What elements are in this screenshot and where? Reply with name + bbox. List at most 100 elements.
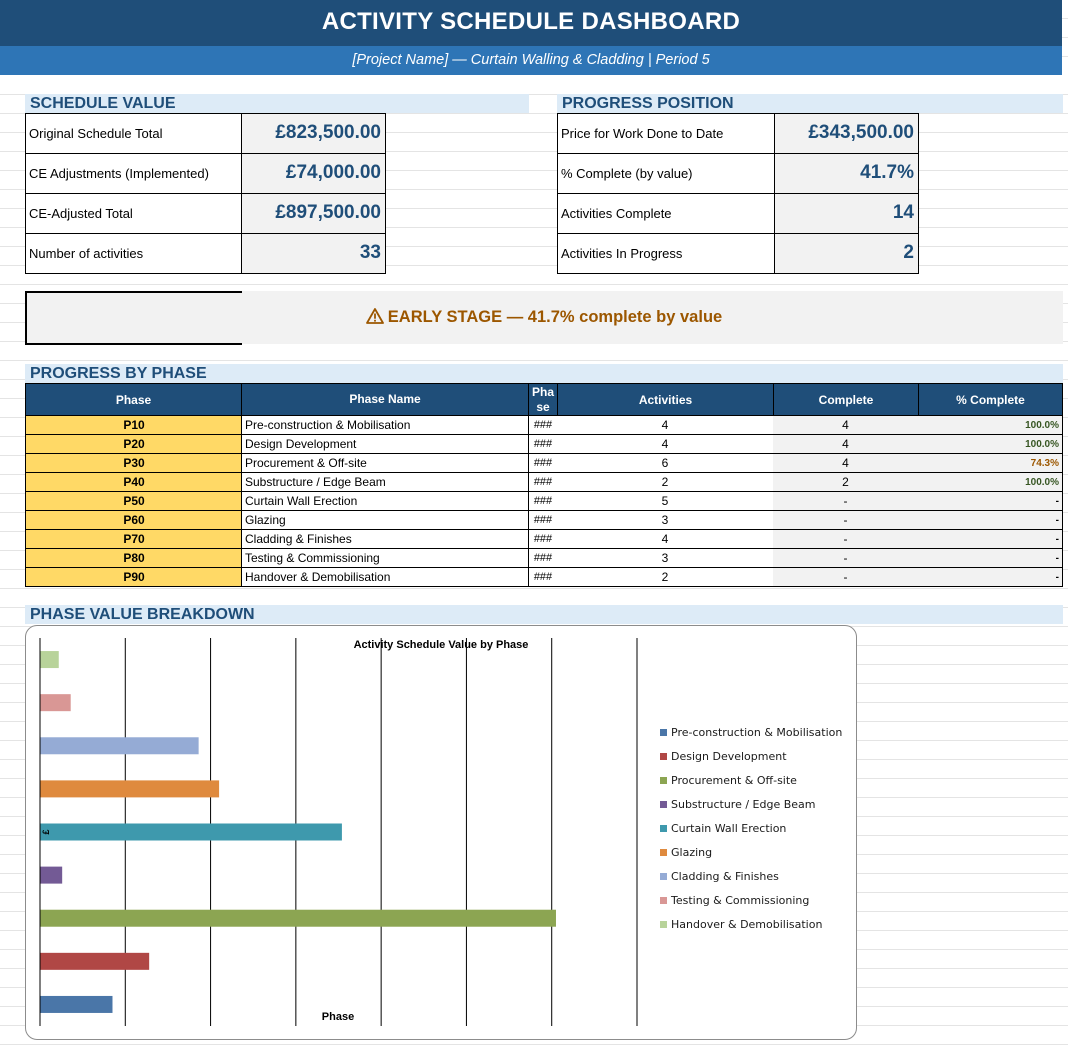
x-axis-label: Phase bbox=[322, 1011, 354, 1023]
phase-overflow-cell[interactable]: ### bbox=[528, 473, 558, 492]
pct-complete-cell[interactable]: - bbox=[918, 568, 1063, 587]
complete-cell[interactable]: - bbox=[773, 549, 919, 568]
kpi-label[interactable]: Activities Complete bbox=[557, 193, 775, 234]
schedule-value-heading: SCHEDULE VALUE bbox=[25, 94, 529, 113]
phase-name-cell[interactable]: Substructure / Edge Beam bbox=[241, 473, 529, 492]
page-title: ACTIVITY SCHEDULE DASHBOARD bbox=[0, 0, 1062, 46]
pct-complete-cell[interactable]: - bbox=[918, 530, 1063, 549]
kpi-label[interactable]: Original Schedule Total bbox=[25, 113, 242, 154]
phase-overflow-cell[interactable]: ### bbox=[528, 530, 558, 549]
col-header-activities[interactable]: Activities bbox=[557, 383, 774, 416]
activities-cell[interactable]: 6 bbox=[557, 454, 774, 473]
phase-overflow-cell[interactable]: ### bbox=[528, 416, 558, 435]
activities-cell[interactable]: 2 bbox=[557, 473, 774, 492]
complete-cell[interactable]: - bbox=[773, 511, 919, 530]
complete-cell[interactable]: - bbox=[773, 530, 919, 549]
phase-code-cell[interactable]: P70 bbox=[25, 530, 242, 549]
legend-entry: Pre-construction & Mobilisation bbox=[671, 726, 842, 739]
phase-code-cell[interactable]: P20 bbox=[25, 435, 242, 454]
activities-cell[interactable]: 4 bbox=[557, 416, 774, 435]
phase-overflow-cell[interactable]: ### bbox=[528, 568, 558, 587]
chart-bar[interactable] bbox=[40, 823, 342, 841]
phase-name-cell[interactable]: Glazing bbox=[241, 511, 529, 530]
activities-cell[interactable]: 5 bbox=[557, 492, 774, 511]
pct-complete-cell[interactable]: - bbox=[918, 511, 1063, 530]
pct-complete-cell[interactable]: 100.0% bbox=[918, 435, 1063, 454]
pct-complete-cell[interactable]: - bbox=[918, 549, 1063, 568]
phase-code-cell[interactable]: P90 bbox=[25, 568, 242, 587]
complete-cell[interactable]: 2 bbox=[773, 473, 919, 492]
kpi-value[interactable]: 14 bbox=[774, 193, 919, 234]
col-header-complete[interactable]: Complete bbox=[773, 383, 919, 416]
kpi-label[interactable]: CE Adjustments (Implemented) bbox=[25, 153, 242, 194]
activities-cell[interactable]: 3 bbox=[557, 549, 774, 568]
y-axis-label: £ bbox=[41, 829, 51, 834]
kpi-label[interactable]: CE-Adjusted Total bbox=[25, 193, 242, 234]
pct-complete-cell[interactable]: 100.0% bbox=[918, 473, 1063, 492]
phase-code-cell[interactable]: P60 bbox=[25, 511, 242, 530]
phase-name-cell[interactable]: Testing & Commissioning bbox=[241, 549, 529, 568]
phase-name-cell[interactable]: Curtain Wall Erection bbox=[241, 492, 529, 511]
phase-value-chart[interactable]: Activity Schedule Value by Phase Phase £… bbox=[25, 625, 857, 1040]
col-header-phase[interactable]: Phase bbox=[25, 383, 242, 416]
kpi-value[interactable]: 33 bbox=[241, 233, 386, 274]
chart-bar[interactable] bbox=[40, 909, 556, 927]
kpi-value[interactable]: £823,500.00 bbox=[241, 113, 386, 154]
kpi-value[interactable]: 41.7% bbox=[774, 153, 919, 194]
phase-overflow-cell[interactable]: ### bbox=[528, 492, 558, 511]
chart-bar[interactable] bbox=[40, 866, 63, 884]
complete-cell[interactable]: - bbox=[773, 492, 919, 511]
table-row: P80 Testing & Commissioning ### 3- - bbox=[25, 549, 1063, 568]
pct-complete-cell[interactable]: 74.3% bbox=[918, 454, 1063, 473]
activities-cell[interactable]: 2 bbox=[557, 568, 774, 587]
phase-name-cell[interactable]: Procurement & Off-site bbox=[241, 454, 529, 473]
phase-name-cell[interactable]: Design Development bbox=[241, 435, 529, 454]
phase-overflow-cell[interactable]: ### bbox=[528, 454, 558, 473]
pct-complete-cell[interactable]: - bbox=[918, 492, 1063, 511]
chart-bar[interactable] bbox=[40, 780, 220, 798]
col-header-phase-narrow[interactable]: Pha se bbox=[528, 383, 558, 416]
kpi-label[interactable]: % Complete (by value) bbox=[557, 153, 775, 194]
col-header-pct-complete[interactable]: % Complete bbox=[918, 383, 1063, 416]
legend-swatch bbox=[660, 729, 667, 736]
kpi-label[interactable]: Activities In Progress bbox=[557, 233, 775, 274]
phase-overflow-cell[interactable]: ### bbox=[528, 435, 558, 454]
kpi-value[interactable]: £343,500.00 bbox=[774, 113, 919, 154]
chart-bar[interactable] bbox=[40, 651, 59, 669]
kpi-label[interactable]: Price for Work Done to Date bbox=[557, 113, 775, 154]
kpi-value[interactable]: £897,500.00 bbox=[241, 193, 386, 234]
chart-bar[interactable] bbox=[40, 694, 71, 712]
kpi-label[interactable]: Number of activities bbox=[25, 233, 242, 274]
legend-entry: Testing & Commissioning bbox=[670, 894, 809, 907]
phase-code-cell[interactable]: P40 bbox=[25, 473, 242, 492]
complete-cell[interactable]: 4 bbox=[773, 416, 919, 435]
activities-cell[interactable]: 4 bbox=[557, 435, 774, 454]
col-header-phase-name[interactable]: Phase Name bbox=[241, 383, 529, 416]
kpi-value[interactable]: 2 bbox=[774, 233, 919, 274]
phase-code-cell[interactable]: P50 bbox=[25, 492, 242, 511]
chart-bar[interactable] bbox=[40, 995, 113, 1013]
complete-cell[interactable]: 4 bbox=[773, 454, 919, 473]
activities-cell[interactable]: 3 bbox=[557, 511, 774, 530]
chart-bars bbox=[40, 651, 556, 1013]
phase-code-cell[interactable]: P30 bbox=[25, 454, 242, 473]
phase-overflow-cell[interactable]: ### bbox=[528, 549, 558, 568]
phase-code-cell[interactable]: P10 bbox=[25, 416, 242, 435]
table-row: P70 Cladding & Finishes ### 4- - bbox=[25, 530, 1063, 549]
phase-overflow-cell[interactable]: ### bbox=[528, 511, 558, 530]
phase-code-cell[interactable]: P80 bbox=[25, 549, 242, 568]
phase-name-cell[interactable]: Pre-construction & Mobilisation bbox=[241, 416, 529, 435]
chart-bar[interactable] bbox=[40, 952, 150, 970]
legend-swatch bbox=[660, 777, 667, 784]
complete-cell[interactable]: - bbox=[773, 568, 919, 587]
chart-bar[interactable] bbox=[40, 737, 199, 755]
pct-complete-cell[interactable]: 100.0% bbox=[918, 416, 1063, 435]
phase-name-cell[interactable]: Handover & Demobilisation bbox=[241, 568, 529, 587]
phase-name-cell[interactable]: Cladding & Finishes bbox=[241, 530, 529, 549]
status-banner-text[interactable]: EARLY STAGE — 41.7% complete by value bbox=[242, 291, 846, 344]
activities-cell[interactable]: 4 bbox=[557, 530, 774, 549]
legend-swatch bbox=[660, 849, 667, 856]
legend-swatch bbox=[660, 753, 667, 760]
kpi-value[interactable]: £74,000.00 bbox=[241, 153, 386, 194]
complete-cell[interactable]: 4 bbox=[773, 435, 919, 454]
